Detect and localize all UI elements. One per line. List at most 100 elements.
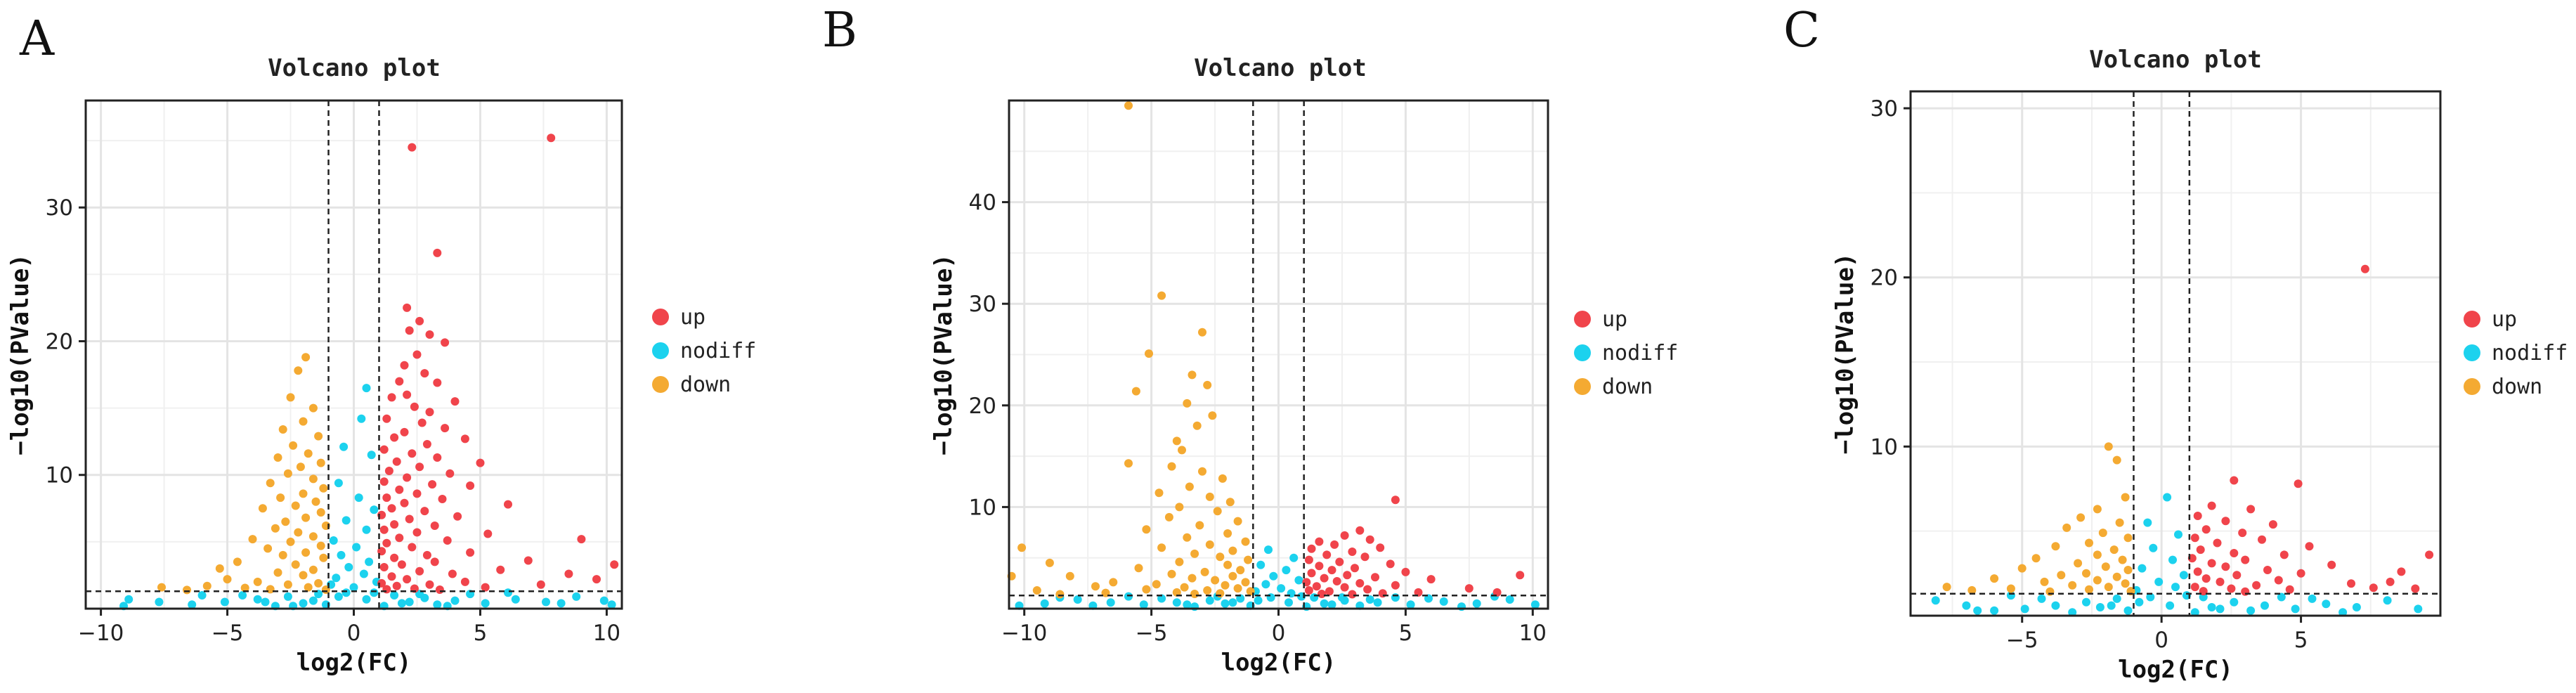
point-up <box>1340 583 1349 592</box>
point-up <box>466 481 475 490</box>
x-tick-label: 0 <box>1272 621 1286 646</box>
point-up <box>2207 559 2216 568</box>
point-down <box>2112 455 2121 465</box>
point-down <box>283 469 292 478</box>
y-tick-label: 10 <box>46 463 73 488</box>
point-down <box>2076 513 2086 522</box>
point-up <box>2241 587 2250 596</box>
point-down <box>1192 421 1202 430</box>
point-down <box>2085 585 2093 594</box>
point-down <box>308 474 318 484</box>
point-down <box>1200 567 1209 576</box>
point-down <box>1180 583 1189 592</box>
point-nodiff <box>2112 594 2121 603</box>
legend-marker-nodiff <box>1574 344 1591 361</box>
point-down <box>299 417 308 426</box>
point-up <box>403 575 412 584</box>
point-up <box>390 553 399 562</box>
point-up <box>536 580 545 589</box>
point-nodiff <box>1439 597 1448 606</box>
y-tick-label: 10 <box>969 495 996 520</box>
point-down <box>308 403 318 413</box>
point-down <box>2118 555 2127 564</box>
point-nodiff <box>220 597 229 607</box>
point-nodiff <box>397 599 406 608</box>
point-down <box>273 453 282 462</box>
point-up <box>1391 581 1400 590</box>
point-nodiff <box>155 597 164 607</box>
point-nodiff <box>405 597 414 607</box>
point-nodiff <box>352 543 361 552</box>
point-up <box>592 575 601 584</box>
point-down <box>253 577 262 586</box>
point-up <box>400 427 409 436</box>
point-nodiff <box>349 583 358 592</box>
point-nodiff <box>1073 595 1082 604</box>
point-up <box>2201 525 2211 534</box>
point-nodiff <box>390 591 399 600</box>
point-nodiff <box>357 414 366 423</box>
point-up <box>403 390 412 399</box>
point-up <box>420 507 429 516</box>
point-up <box>1318 590 1326 598</box>
point-up <box>379 563 389 571</box>
point-nodiff <box>253 595 262 604</box>
point-down <box>2121 579 2130 588</box>
point-up <box>395 533 404 543</box>
point-up <box>1348 548 1357 556</box>
point-down <box>294 366 303 375</box>
point-down <box>291 560 300 569</box>
point-up <box>387 393 396 402</box>
point-down <box>1216 552 1225 562</box>
point-down <box>304 583 313 592</box>
point-nodiff <box>481 599 490 608</box>
point-nodiff <box>1236 594 1245 603</box>
point-nodiff <box>1106 598 1115 607</box>
point-down <box>223 575 232 584</box>
point-up <box>1376 543 1385 552</box>
point-up <box>412 350 422 359</box>
point-up <box>2274 576 2283 585</box>
point-down <box>278 425 287 434</box>
point-down <box>1172 436 1181 446</box>
point-nodiff <box>362 384 371 393</box>
y-tick-label: 20 <box>1871 266 1898 291</box>
point-up <box>453 512 462 521</box>
point-down <box>1091 582 1100 591</box>
point-up <box>2213 538 2222 548</box>
point-up <box>1325 587 1334 596</box>
point-nodiff <box>1472 599 1481 608</box>
point-up <box>2411 584 2420 593</box>
point-down <box>1190 590 1199 598</box>
point-down <box>2121 493 2130 502</box>
point-up <box>1320 574 1329 583</box>
point-nodiff <box>124 595 134 604</box>
point-nodiff <box>572 592 581 601</box>
point-down <box>1195 521 1204 530</box>
point-up <box>1348 590 1357 599</box>
point-down <box>296 462 305 472</box>
point-nodiff <box>1962 601 1971 610</box>
point-up <box>425 330 434 339</box>
y-axis-label: −log10(PValue) <box>930 254 958 455</box>
y-tick-label: 30 <box>969 292 996 317</box>
point-up <box>433 248 442 257</box>
point-up <box>387 572 396 581</box>
point-nodiff <box>1040 599 1049 608</box>
point-nodiff <box>504 588 512 597</box>
point-nodiff <box>1287 589 1296 598</box>
point-down <box>316 508 325 517</box>
point-up <box>1363 585 1372 594</box>
point-nodiff <box>2154 577 2164 586</box>
point-nodiff <box>1973 606 1982 615</box>
x-tick-label: 5 <box>474 621 488 646</box>
point-nodiff <box>337 550 346 559</box>
point-down <box>2109 545 2119 555</box>
point-down <box>1990 574 1999 583</box>
point-up <box>435 585 444 594</box>
point-up <box>382 414 391 423</box>
point-up <box>610 560 619 569</box>
point-down <box>2074 559 2083 568</box>
point-down <box>276 493 285 503</box>
